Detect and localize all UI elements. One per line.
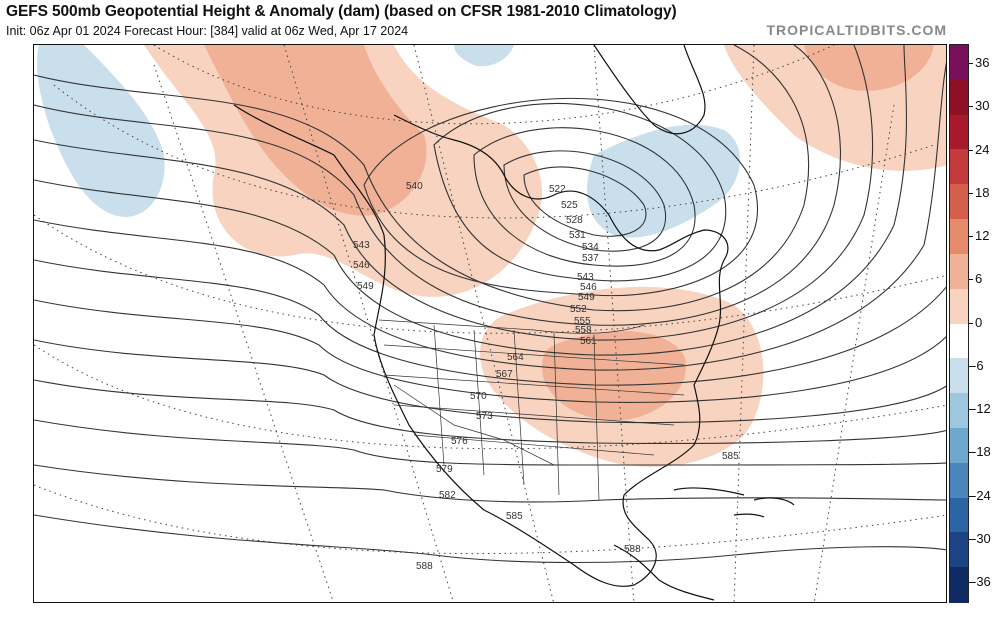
colorbar-segment [950,497,968,533]
contour-label: 573 [476,411,493,422]
colorbar-tick-label: 24 [975,141,990,157]
colorbar-tick-mark [969,538,973,540]
colorbar-segment [950,393,968,429]
colorbar-tick-label: -18 [972,444,991,460]
colorbar-tick-label: 36 [975,55,990,70]
contour-label: 543 [577,272,594,283]
contour-label: 588 [624,544,641,555]
colorbar-segment [950,253,968,290]
contour-label: 549 [357,281,374,292]
colorbar-tick-mark [969,236,973,237]
colorbar-tick-mark [969,63,973,64]
colorbar-tick-label: -12 [972,401,991,416]
caribbean-islands [673,487,795,518]
colorbar-segment [950,219,968,255]
contour-label: 582 [439,490,456,501]
colorbar-tick-mark [969,322,973,324]
contour-label: 525 [561,200,578,211]
colorbar-tick-label: -30 [972,530,991,546]
contour-label: 558 [575,325,592,336]
contour-label: 552 [570,304,587,315]
colorbar-tick-label: 12 [975,228,990,243]
colorbar-tick-label: -6 [972,357,984,373]
contour-label: 585 [506,511,523,522]
colorbar-segment [950,323,968,359]
colorbar-segment [950,567,968,603]
contour-label: 540 [406,181,423,192]
coastlines [233,45,795,601]
colorbar-segment [950,149,968,185]
contour-label: 561 [580,336,597,347]
contour-label: 564 [507,352,524,363]
positive-anomaly-ne-core [804,45,934,91]
colorbar-segment [950,79,968,116]
colorbar-tick-label: 0 [975,314,983,330]
colorbar-tick-mark [969,192,973,194]
negative-anomaly-hudson [586,124,741,238]
central-america [613,544,715,601]
colorbar-tick-mark [969,365,973,367]
colorbar-tick-mark [969,149,973,151]
height-contours [34,45,946,564]
colorbar-tick-label: 30 [975,98,990,114]
colorbar-tick-label: -36 [972,574,991,589]
contour-label: 534 [582,242,599,253]
colorbar-segment [950,427,968,464]
colorbar-segment [950,45,968,81]
contour-label: 531 [569,230,586,241]
contour-label: 579 [436,464,453,475]
colorbar-tick-mark [969,495,973,497]
colorbar-segment [950,462,968,499]
colorbar-segment [950,532,968,568]
colorbar-tick-mark [969,279,973,281]
colorbar-tick-mark [969,452,973,454]
colorbar-tick-mark [969,409,973,410]
colorbar-tick-mark [969,106,973,108]
contour-label: 576 [451,436,468,447]
chart-subtitle: Init: 06z Apr 01 2024 Forecast Hour: [38… [6,24,409,38]
colorbar-segment [950,184,968,220]
map-canvas: 522 525 528 531 534 537 540 543 543 546 … [34,45,946,602]
negative-anomaly-north [454,45,514,67]
borders [378,319,685,501]
contour-label: 543 [353,240,370,251]
greenland-coast [593,45,706,135]
colorbar-segment [950,358,968,394]
site-credit: TROPICALTIDBITS.COM [766,22,947,38]
contour-label: 588 [416,561,433,572]
contour-label: 570 [470,391,487,402]
colorbar-segment [950,114,968,150]
chart-title: GEFS 500mb Geopotential Height & Anomaly… [6,3,677,20]
anomaly-shading [37,45,946,467]
contour-labels: 522 525 528 531 534 537 540 543 543 546 … [353,181,739,572]
contour-label: 585 [722,451,739,462]
map-panel: 522 525 528 531 534 537 540 543 543 546 … [33,44,947,603]
contour-label: 528 [566,215,583,226]
contour-label: 522 [549,184,566,195]
north-america-coast [233,104,729,587]
contour-label: 537 [582,253,599,264]
colorbar-tick-label: 18 [975,184,990,200]
colorbar-tick-label: -24 [972,487,991,503]
contour-label: 549 [578,292,595,303]
colorbar-tick-mark [969,582,973,583]
colorbar-tick-label: 6 [975,271,983,287]
contour-label: 546 [353,260,370,271]
colorbar [949,44,969,603]
contour-label: 567 [496,369,513,380]
colorbar-segment [950,288,968,324]
contour-label: 555 [574,316,591,327]
negative-anomaly-west [37,45,165,217]
contour-label: 546 [580,282,597,293]
